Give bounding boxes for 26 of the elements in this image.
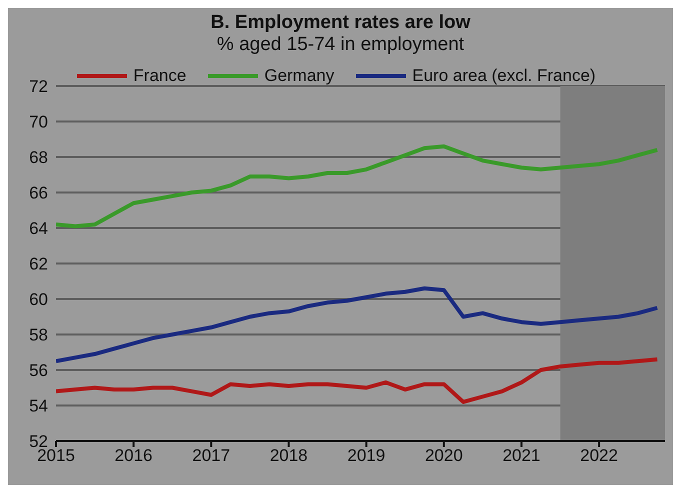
y-tick-label: 58 bbox=[29, 326, 48, 345]
x-tick-label: 2018 bbox=[270, 446, 308, 466]
y-tick-label: 54 bbox=[29, 396, 48, 416]
x-tick-label: 2017 bbox=[192, 446, 230, 466]
y-tick-label: 66 bbox=[29, 184, 48, 203]
x-tick-label: 2022 bbox=[580, 446, 618, 466]
y-tick-label: 70 bbox=[29, 112, 48, 132]
chart-subtitle: % aged 15-74 in employment bbox=[216, 34, 466, 56]
y-tick-label: 64 bbox=[29, 219, 48, 238]
chart-title: B. Employment rates are low bbox=[210, 12, 472, 34]
y-tick-label: 62 bbox=[29, 254, 48, 274]
line-series bbox=[56, 357, 660, 404]
x-tick-label: 2016 bbox=[114, 446, 152, 466]
line-series bbox=[56, 286, 660, 364]
x-tick-label: 2019 bbox=[347, 446, 386, 466]
y-tick-label: 60 bbox=[29, 290, 48, 310]
x-tick-label: 2015 bbox=[37, 446, 75, 466]
x-tick-label: 2021 bbox=[502, 446, 540, 466]
line-series bbox=[56, 144, 660, 228]
y-tick-label: 56 bbox=[29, 361, 48, 380]
legend-label: France bbox=[132, 66, 186, 86]
legend-label: Germany bbox=[263, 66, 334, 86]
legend-label: Euro area (excl. France) bbox=[411, 66, 596, 86]
y-tick-label: 72 bbox=[29, 77, 48, 96]
x-tick-label: 2020 bbox=[424, 446, 463, 466]
y-tick-label: 68 bbox=[29, 148, 48, 168]
